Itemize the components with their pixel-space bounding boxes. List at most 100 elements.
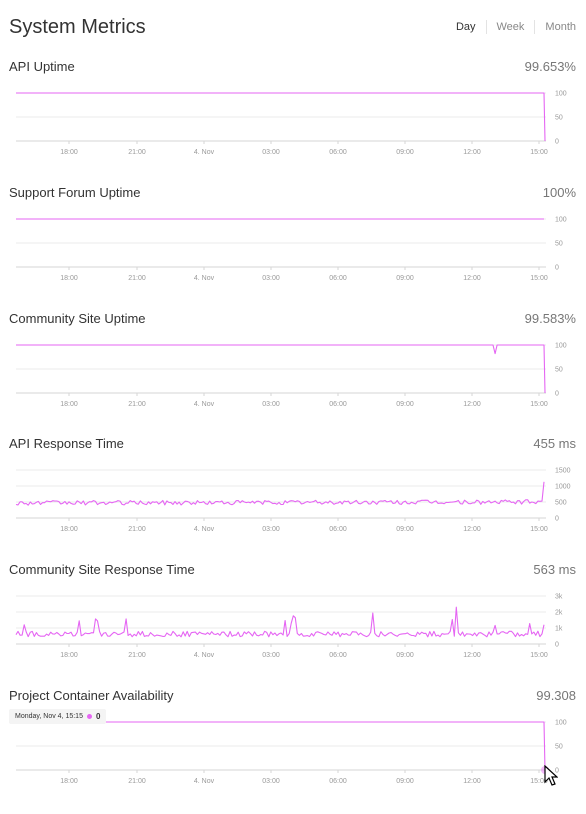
x-tick-label: 03:00: [262, 149, 280, 156]
x-tick-label: 4. Nov: [194, 526, 215, 533]
metric-api-response-time: API Response Time 455 ms 1500 1000 500 0 18:…: [0, 436, 586, 562]
tooltip-value: 0: [95, 712, 101, 721]
tab-month[interactable]: Month: [534, 20, 576, 34]
chart-tooltip: Monday, Nov 4, 15:15 0: [9, 709, 107, 724]
x-tick-label: 03:00: [262, 652, 280, 659]
x-tick-label: 09:00: [396, 778, 414, 785]
x-tick-label: 21:00: [128, 275, 146, 282]
x-tick-label: 12:00: [463, 149, 481, 156]
metric-value: 563 ms: [533, 562, 576, 577]
x-tick-label: 12:00: [463, 652, 481, 659]
community-site-uptime-chart[interactable]: 100 50 0 18:00 21:00 4. Nov 03:00 06:00 09:00 12:…: [0, 331, 586, 421]
x-tick-label: 18:00: [60, 149, 78, 156]
x-tick-label: 4. Nov: [194, 149, 215, 156]
x-tick-label: 09:00: [396, 149, 414, 156]
tooltip-date: Monday, Nov 4, 15:15: [15, 713, 83, 720]
y-tick-label: 100: [555, 343, 567, 350]
y-tick-label: 100: [555, 217, 567, 224]
x-tick-label: 03:00: [262, 526, 280, 533]
metric-title: Project Container Availability: [9, 688, 174, 703]
y-tick-label: 1000: [555, 484, 571, 491]
mouse-pointer-icon: [544, 765, 558, 786]
x-tick-label: 4. Nov: [194, 778, 215, 785]
x-tick-label: 09:00: [396, 401, 414, 408]
x-tick-label: 06:00: [329, 778, 347, 785]
metric-title: Community Site Response Time: [9, 562, 195, 577]
y-tick-label: 0: [555, 642, 559, 649]
x-tick-label: 21:00: [128, 652, 146, 659]
x-tick-label: 03:00: [262, 275, 280, 282]
metric-value: 100%: [542, 185, 576, 200]
x-tick-label: 21:00: [128, 401, 146, 408]
range-tabs: Day Week Month: [446, 20, 576, 34]
x-tick-label: 21:00: [128, 149, 146, 156]
y-tick-label: 0: [555, 139, 559, 146]
x-tick-label: 15:00: [530, 149, 548, 156]
y-tick-label: 0: [555, 768, 559, 775]
x-tick-label: 4. Nov: [194, 401, 215, 408]
y-tick-label: 50: [555, 367, 563, 374]
x-tick-label: 03:00: [262, 401, 280, 408]
x-tick-label: 15:00: [530, 526, 548, 533]
x-tick-label: 4. Nov: [194, 652, 215, 659]
tab-day[interactable]: Day: [455, 21, 476, 33]
x-tick-label: 12:00: [463, 526, 481, 533]
x-tick-label: 18:00: [60, 778, 78, 785]
y-tick-label: 2k: [555, 610, 563, 617]
api-response-time-chart[interactable]: 1500 1000 500 0 18:00 21:00 4. Nov 03:00 06:00 09…: [0, 456, 586, 546]
metric-value: 99.308: [536, 688, 576, 703]
y-tick-label: 0: [555, 265, 559, 272]
metric-api-uptime: API Uptime 99.653% 100 50 0 18:00 21:00 4. No…: [0, 59, 586, 185]
y-tick-label: 1500: [555, 468, 571, 475]
y-tick-label: 1k: [555, 626, 563, 633]
header: System Metrics Day Week Month: [0, 0, 586, 50]
metric-value: 455 ms: [533, 436, 576, 451]
community-site-response-time-chart[interactable]: 3k 2k 1k 0 18:00 21:00 4. Nov 03:00 06:00 09:00 12…: [0, 582, 586, 672]
tab-week[interactable]: Week: [485, 20, 535, 34]
y-tick-label: 50: [555, 241, 563, 248]
support-forum-uptime-chart[interactable]: 100 50 0 18:00 21:00 4. Nov 03:00 06:00 09:00 12:…: [0, 205, 586, 295]
y-tick-label: 3k: [555, 594, 563, 601]
series-line: [16, 344, 546, 394]
y-tick-label: 0: [555, 516, 559, 523]
x-tick-label: 06:00: [329, 275, 347, 282]
metric-value: 99.653%: [524, 59, 576, 74]
series-dot-icon: [86, 714, 92, 719]
metric-community-site-uptime: Community Site Uptime 99.583% 100 50 0 18:0…: [0, 311, 586, 437]
x-tick-label: 06:00: [329, 401, 347, 408]
y-tick-label: 500: [555, 500, 567, 507]
api-uptime-chart[interactable]: 100 50 0 18:00 21:00 4. Nov 03:00 06:00 09:00 12:…: [0, 79, 586, 169]
x-tick-label: 18:00: [60, 275, 78, 282]
x-tick-label: 18:00: [60, 526, 78, 533]
metric-title: API Response Time: [9, 436, 124, 451]
y-tick-label: 100: [555, 720, 567, 727]
x-tick-label: 06:00: [329, 149, 347, 156]
y-tick-label: 100: [555, 91, 567, 98]
series-line: [15, 606, 545, 638]
x-tick-label: 15:00: [530, 401, 548, 408]
x-tick-label: 12:00: [463, 401, 481, 408]
x-tick-label: 12:00: [463, 275, 481, 282]
x-tick-label: 03:00: [262, 778, 280, 785]
metric-title: API Uptime: [9, 59, 75, 74]
x-tick-label: 21:00: [128, 778, 146, 785]
y-tick-label: 50: [555, 115, 563, 122]
x-tick-label: 06:00: [329, 652, 347, 659]
series-line: [15, 481, 545, 506]
x-tick-label: 15:00: [530, 778, 548, 785]
metric-support-forum-uptime: Support Forum Uptime 100% 100 50 0 18:00 21:…: [0, 185, 586, 311]
series-line: [16, 92, 546, 142]
page-title: System Metrics: [9, 16, 146, 38]
metric-project-container-availability: Project Container Availability 99.308 10…: [0, 688, 586, 814]
y-tick-label: 50: [555, 744, 563, 751]
metric-value: 99.583%: [524, 311, 576, 326]
x-tick-label: 09:00: [396, 275, 414, 282]
x-tick-label: 09:00: [396, 652, 414, 659]
x-tick-label: 15:00: [530, 652, 548, 659]
metric-title: Support Forum Uptime: [9, 185, 141, 200]
x-tick-label: 12:00: [463, 778, 481, 785]
x-tick-label: 4. Nov: [194, 275, 215, 282]
y-tick-label: 0: [555, 391, 559, 398]
metric-title: Community Site Uptime: [9, 311, 146, 326]
x-tick-label: 18:00: [60, 401, 78, 408]
